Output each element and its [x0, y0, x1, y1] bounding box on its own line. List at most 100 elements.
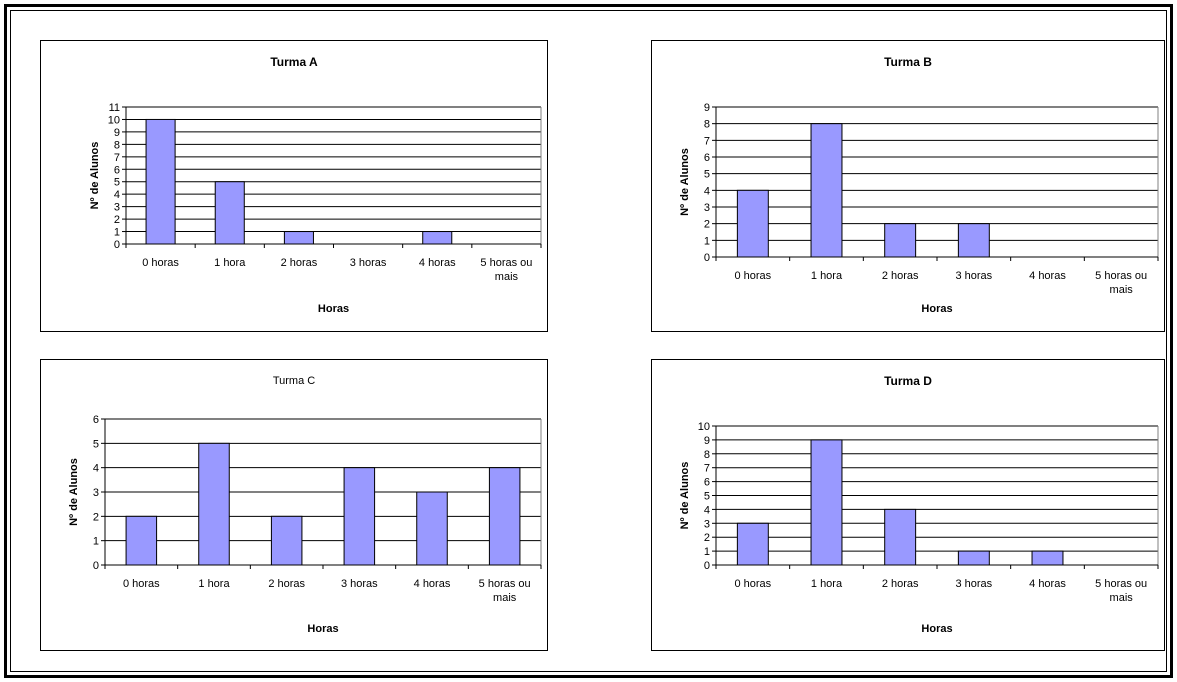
turma-c-bar-2-horas [270, 515, 303, 566]
turma-b-y-tick-label: 6 [704, 152, 710, 164]
turma-d-y-tick-label: 1 [704, 546, 710, 558]
turma-d-x-tick-label-1-hora: 1 hora [811, 578, 843, 590]
turma-c-x-tick-label-0-horas: 0 horas [123, 578, 160, 590]
turma-a-y-tick-label: 7 [114, 152, 120, 164]
turma-c-bar-5-horas-ou-mais [488, 467, 521, 566]
inner-frame [10, 10, 1167, 672]
turma-d-y-tick-label: 6 [704, 477, 710, 489]
turma-b-chart-title: Turma B [884, 55, 932, 69]
turma-a-y-tick-label: 9 [114, 127, 120, 139]
turma-a-chart-title: Turma A [270, 55, 318, 69]
turma-a-y-tick-label: 11 [109, 102, 120, 114]
turma-d-x-tick-label-5-horas-ou-mais: 5 horas ou mais [1095, 578, 1147, 604]
turma-b-y-tick-label: 2 [704, 219, 710, 231]
turma-c-chart-title: Turma C [273, 375, 315, 387]
turma-d-y-tick-label: 3 [704, 518, 710, 530]
turma-d-y-tick-label: 9 [704, 435, 710, 447]
turma-b-bar-3-horas [957, 223, 990, 258]
chart-svg-turma-b: Turma B 0 1 2 3 4 5 6 7 8 9 0 horas 1 hora 2 horas 3 h… [679, 55, 1159, 315]
turma-b-y-tick-label: 4 [704, 185, 710, 197]
turma-b-x-axis-label: Horas [921, 303, 952, 315]
chart-panel-turma-d: Turma D 0 1 2 3 4 5 6 7 8 9 10 0 horas 1 hora 2 horas 3… [651, 359, 1165, 651]
turma-d-bar-3-horas [957, 550, 990, 566]
turma-a-y-tick-label: 10 [108, 114, 120, 126]
turma-d-x-tick-label-4-horas: 4 horas [1029, 578, 1066, 590]
turma-a-y-tick-label: 3 [114, 202, 120, 214]
turma-c-x-tick-label-2-horas: 2 horas [268, 578, 305, 590]
outer-frame [4, 4, 1173, 678]
turma-a-x-tick-label-3-horas: 3 horas [350, 257, 387, 269]
turma-d-x-tick-label-0-horas: 0 horas [734, 578, 771, 590]
turma-c-y-tick-label: 1 [93, 536, 99, 548]
turma-a-x-tick-label-1-hora: 1 hora [214, 257, 246, 269]
chart-svg-turma-c: Turma C 0 1 2 3 4 5 6 0 horas 1 hora 2 horas 3 hora… [68, 375, 542, 635]
turma-d-y-tick-label: 4 [704, 504, 710, 516]
turma-c-y-tick-label: 3 [93, 487, 99, 499]
turma-c-x-tick-label-5-horas-ou-mais: 5 horas ou mais [479, 578, 531, 604]
turma-b-x-tick-label-3-horas: 3 horas [955, 270, 992, 282]
turma-b-y-tick-label: 1 [704, 235, 710, 247]
turma-c-bar-3-horas [343, 467, 376, 566]
turma-a-y-tick-label: 1 [114, 227, 120, 239]
turma-c-y-tick-label: 6 [93, 414, 99, 426]
turma-a-x-tick-label-4-horas: 4 horas [419, 257, 456, 269]
turma-b-y-tick-label: 9 [704, 102, 710, 114]
turma-d-bar-4-horas [1031, 550, 1064, 566]
turma-b-y-tick-label: 3 [704, 202, 710, 214]
turma-a-y-tick-label: 5 [114, 177, 120, 189]
turma-c-x-axis-label: Horas [307, 623, 338, 635]
turma-d-bar-1-hora [810, 439, 843, 566]
turma-a-y-tick-label: 2 [114, 214, 120, 226]
turma-d-y-tick-label: 7 [704, 463, 710, 475]
turma-a-x-tick-label-0-horas: 0 horas [142, 257, 179, 269]
turma-c-x-tick-label-1-hora: 1 hora [198, 578, 230, 590]
turma-a-y-tick-label: 0 [114, 239, 120, 251]
turma-b-x-tick-label-1-hora: 1 hora [811, 270, 843, 282]
chart-panel-turma-a: Turma A 0 1 2 3 4 5 6 7 8 9 10 11 0 horas 1 hora 2 hora… [40, 40, 548, 332]
turma-a-x-tick-label-2-horas: 2 horas [281, 257, 318, 269]
turma-d-y-tick-label: 8 [704, 449, 710, 461]
turma-b-bar-2-horas [884, 223, 917, 258]
turma-b-y-tick-label: 5 [704, 169, 710, 181]
turma-b-y-axis-label: Nº de Alunos [679, 148, 691, 216]
turma-c-y-tick-label: 5 [93, 438, 99, 450]
turma-b-y-tick-label: 0 [704, 252, 710, 264]
turma-d-chart-title: Turma D [884, 374, 932, 388]
chart-panel-turma-c: Turma C 0 1 2 3 4 5 6 0 horas 1 hora 2 horas 3 hora… [40, 359, 548, 651]
turma-b-bar-1-hora [810, 123, 843, 258]
turma-d-x-axis-label: Horas [921, 623, 952, 635]
turma-a-bar-0-horas [145, 118, 176, 245]
turma-a-x-axis-label: Horas [318, 303, 349, 315]
turma-b-x-tick-label-0-horas: 0 horas [734, 270, 771, 282]
turma-c-y-axis-label: Nº de Alunos [68, 458, 80, 526]
turma-d-x-tick-label-2-horas: 2 horas [882, 578, 919, 590]
turma-b-x-tick-label-2-horas: 2 horas [882, 270, 919, 282]
turma-a-x-tick-label-5-horas-ou-mais: 5 horas ou mais [480, 257, 532, 283]
chart-panel-turma-b: Turma B 0 1 2 3 4 5 6 7 8 9 0 horas 1 hora 2 horas 3 h… [651, 40, 1165, 332]
turma-b-x-tick-label-4-horas: 4 horas [1029, 270, 1066, 282]
turma-b-x-tick-label-5-horas-ou-mais: 5 horas ou mais [1095, 270, 1147, 296]
turma-d-bar-0-horas [736, 522, 769, 566]
turma-d-y-tick-label: 2 [704, 532, 710, 544]
turma-c-bar-0-horas [125, 515, 158, 566]
turma-c-bar-4-horas [416, 491, 448, 566]
chart-svg-turma-d: Turma D 0 1 2 3 45 6 7 8 9 10 0 horas 1 hora 2 horas 3… [679, 374, 1159, 635]
turma-a-bar-2-horas [283, 231, 314, 245]
turma-b-y-tick-label: 8 [704, 119, 710, 131]
turma-c-y-tick-label: 4 [93, 463, 99, 475]
turma-d-bar-2-horas [884, 508, 917, 566]
turma-d-x-tick-label-3-horas: 3 horas [955, 578, 992, 590]
turma-a-bar-4-horas [422, 231, 453, 245]
turma-b-y-tick-label: 7 [704, 135, 710, 147]
turma-c-x-tick-label-4-horas: 4 horas [414, 578, 451, 590]
turma-a-y-tick-label: 8 [114, 139, 120, 151]
turma-c-y-tick-label: 2 [93, 511, 99, 523]
turma-a-y-tick-label: 4 [114, 189, 120, 201]
turma-c-x-tick-label-3-horas: 3 horas [341, 578, 378, 590]
turma-d-y-tick-label: 0 [704, 560, 710, 572]
turma-c-y-tick-label: 0 [93, 560, 99, 572]
turma-d-y-tick-label: 5 [704, 491, 710, 503]
turma-a-y-axis-label: Nº de Alunos [89, 142, 101, 210]
turma-c-bar-1-hora [198, 442, 230, 566]
